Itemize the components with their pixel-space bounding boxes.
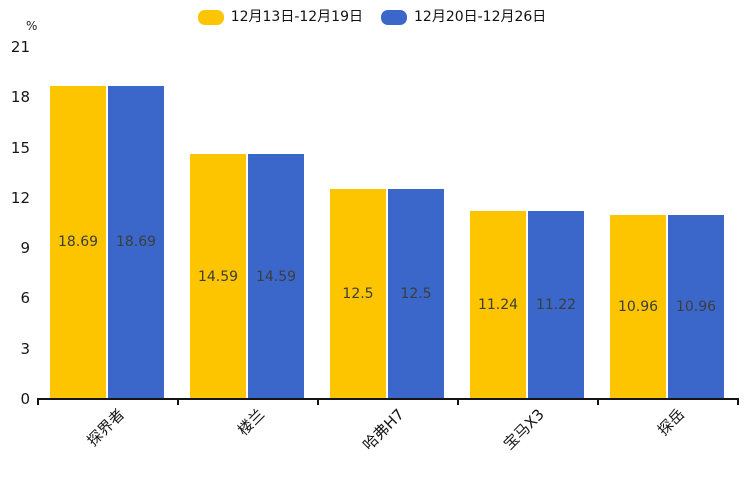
legend-label: 12月13日-12月19日 (230, 9, 363, 25)
y-axis-tick-label: 21 (10, 38, 30, 56)
bar-value-label: 14.59 (255, 268, 297, 285)
bar-哈弗H7-12月20日-12月26日[interactable]: 12.5 (388, 189, 444, 399)
bar-value-label: 18.69 (115, 234, 157, 251)
bar-宝马X3-12月13日-12月19日[interactable]: 11.24 (470, 210, 526, 399)
x-axis-category-label: 探岳 (654, 405, 689, 440)
x-axis-category-label: 哈弗H7 (359, 405, 409, 454)
bar-探界者-12月20日-12月26日[interactable]: 18.69 (108, 85, 164, 399)
bar-value-label: 10.96 (675, 299, 717, 316)
x-axis-tick (37, 399, 39, 405)
x-axis-category-label: 宝马X3 (500, 405, 549, 454)
x-axis-category-label: 楼兰 (234, 405, 269, 440)
y-axis-tick-label: 15 (10, 138, 30, 157)
y-axis-tick-label: 0 (20, 390, 30, 408)
bar-value-label: 12.5 (400, 286, 432, 303)
bar-value-label: 10.96 (617, 299, 659, 316)
y-axis-tick-label: 9 (20, 239, 30, 258)
bar-value-label: 11.22 (535, 296, 577, 313)
legend-label: 12月20日-12月26日 (414, 9, 547, 25)
bar-value-label: 14.59 (197, 268, 239, 285)
y-axis-tick-label: 12 (10, 188, 30, 207)
y-axis-tick-label: 6 (20, 289, 30, 308)
x-axis-tick (737, 399, 739, 405)
bar-宝马X3-12月20日-12月26日[interactable]: 11.22 (528, 210, 584, 399)
bar-value-label: 18.69 (57, 234, 99, 251)
legend-swatch-icon (381, 9, 407, 25)
bar-探岳-12月20日-12月26日[interactable]: 10.96 (668, 215, 724, 399)
x-axis-tick (177, 399, 179, 405)
legend-item-1[interactable]: 12月20日-12月26日 (381, 9, 546, 25)
bar-value-label: 12.5 (342, 286, 374, 303)
x-axis-line (37, 398, 739, 400)
y-axis-unit-label: % (26, 19, 38, 33)
y-axis-tick-label: 18 (10, 88, 30, 107)
bar-楼兰-12月20日-12月26日[interactable]: 14.59 (248, 154, 304, 399)
x-axis-tick (597, 399, 599, 405)
bar-value-label: 11.24 (477, 296, 519, 313)
legend-swatch-icon (197, 9, 224, 25)
x-axis-category-label: 探界者 (83, 405, 129, 450)
bar-探界者-12月13日-12月19日[interactable]: 18.69 (50, 85, 106, 399)
legend-item-0[interactable]: 12月13日-12月19日 (197, 9, 363, 25)
bar-探岳-12月13日-12月19日[interactable]: 10.96 (610, 215, 666, 399)
y-axis-tick-label: 3 (20, 339, 30, 358)
chart-legend: 12月13日-12月19日 12月20日-12月26日 (0, 7, 744, 27)
bar-楼兰-12月13日-12月19日[interactable]: 14.59 (190, 154, 246, 399)
x-axis-tick (457, 399, 459, 405)
x-axis-tick (317, 399, 319, 405)
bar-哈弗H7-12月13日-12月19日[interactable]: 12.5 (330, 189, 386, 399)
